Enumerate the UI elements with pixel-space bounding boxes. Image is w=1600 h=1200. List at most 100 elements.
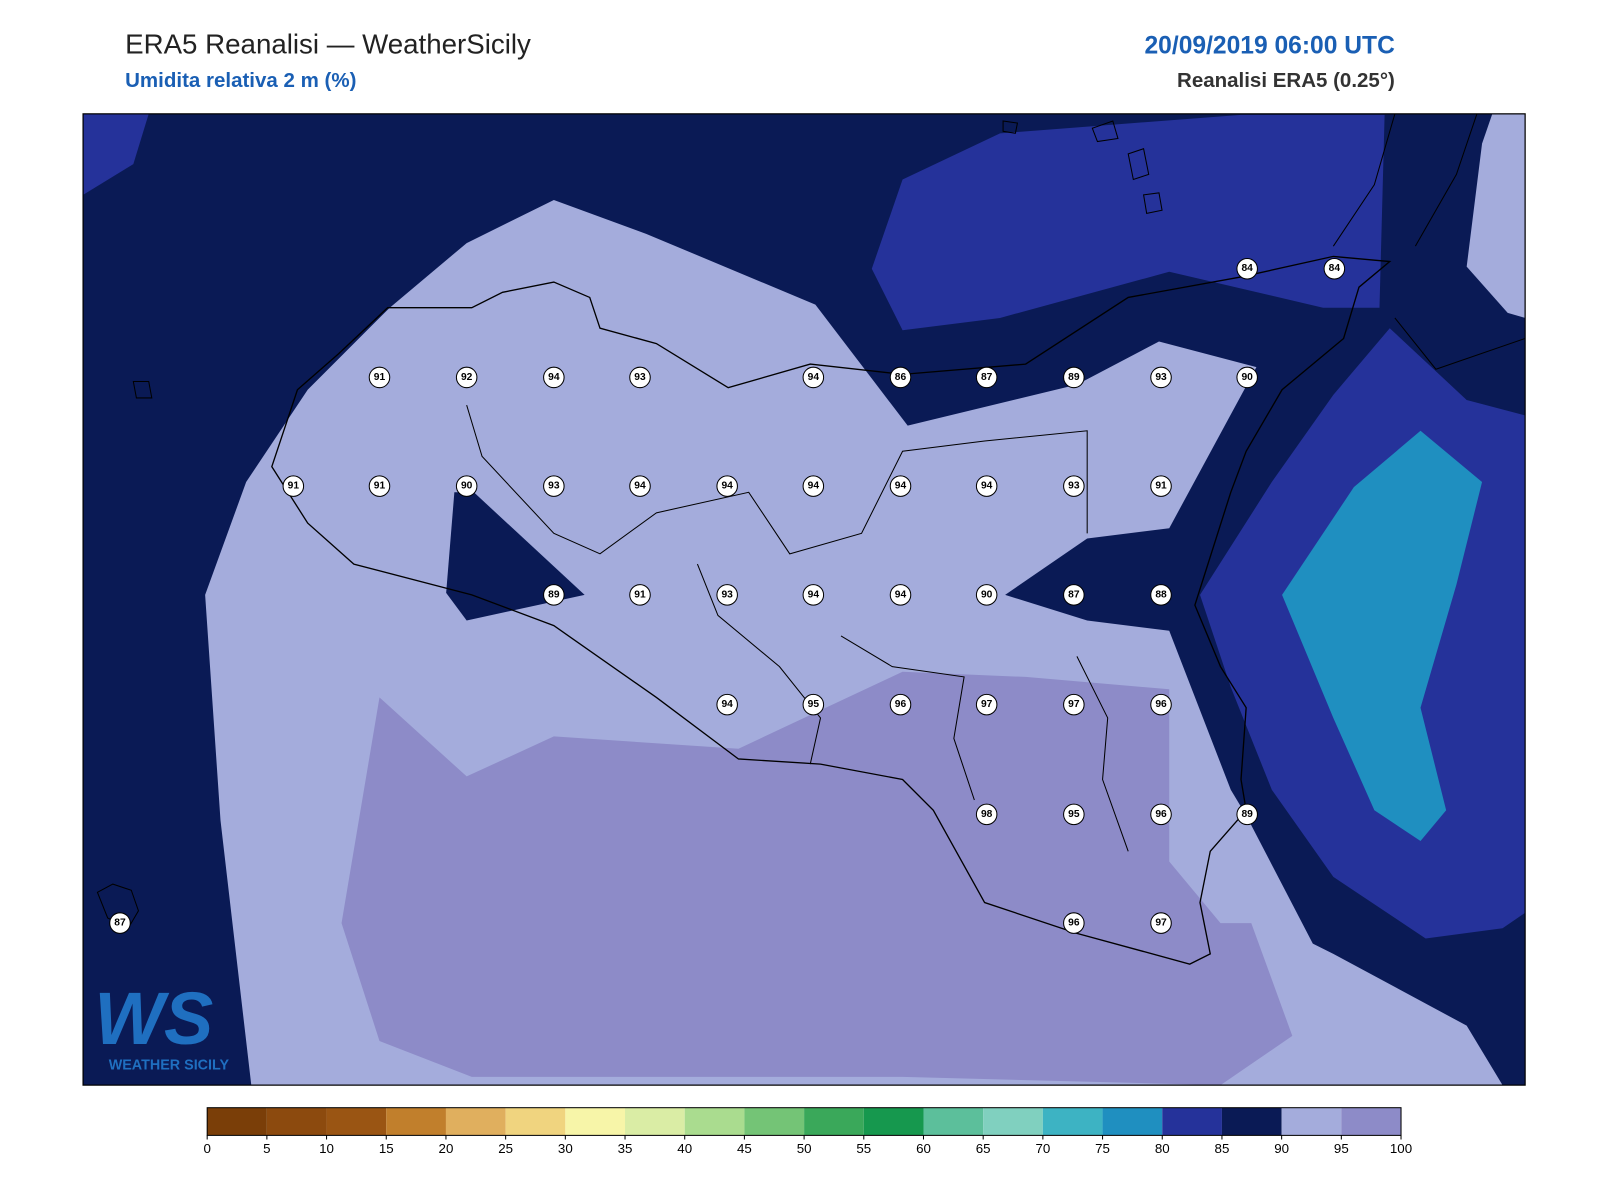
map-frame (82, 113, 1526, 1086)
station-marker (543, 475, 565, 497)
colorbar-segment (625, 1107, 685, 1136)
station-value: 90 (461, 481, 473, 492)
station-marker (629, 366, 651, 389)
colorbar-tick-label: 100 (1390, 1141, 1412, 1156)
colorbar-tick-label: 15 (379, 1141, 394, 1156)
colorbar-tick-label: 95 (1334, 1141, 1349, 1156)
station-value: 94 (721, 699, 733, 710)
station-marker (1150, 584, 1172, 606)
coastline (271, 255, 1392, 965)
field-90-95 (1466, 113, 1526, 318)
station-marker (975, 803, 998, 826)
station-value: 91 (374, 481, 386, 492)
datetime: 20/09/2019 06:00 UTC (1144, 32, 1395, 59)
station-marker (1063, 912, 1085, 934)
colorbar-tick-label: 50 (797, 1141, 812, 1156)
colorbar-segment (1042, 1107, 1103, 1136)
station-marker (1063, 475, 1085, 497)
station-marker (1063, 584, 1085, 606)
station-marker (543, 366, 565, 389)
station-marker (1236, 257, 1258, 280)
station-marker (1150, 803, 1172, 826)
colorbar-segment (863, 1107, 924, 1136)
station-value: 96 (1155, 809, 1167, 820)
station-value: 93 (1155, 372, 1167, 383)
islands (96, 120, 1163, 929)
station-marker (1150, 912, 1172, 934)
station-value: 91 (634, 589, 646, 600)
station-marker (109, 912, 131, 934)
colorbar-segment (1162, 1107, 1222, 1136)
station-marker (802, 584, 825, 606)
colorbar-tick-label: 85 (1215, 1141, 1230, 1156)
station-value: 96 (895, 699, 907, 710)
station-value: 89 (548, 589, 560, 600)
station-marker (455, 475, 478, 497)
stations: 84 84 91 92 94 93 94 86 87 89 93 90 91 91 90 93 94 94 94 94… (109, 257, 1346, 934)
station-value: 94 (981, 481, 993, 492)
colorbar: 0 5 10 15 20 25 30 35 40 45 50 55 60 65 70 75 80 85 90 95 10… (203, 1107, 1412, 1156)
colorbar-segment (1341, 1107, 1402, 1136)
station-marker (975, 584, 998, 606)
station-marker (1236, 803, 1258, 826)
field-75-80 (1282, 430, 1483, 842)
colorbar-segment (1102, 1107, 1163, 1136)
colorbar-tick-label: 35 (618, 1141, 633, 1156)
station-value: 94 (808, 372, 820, 383)
field-80-85 (871, 114, 1385, 331)
station-marker (802, 475, 825, 497)
colorbar-tick-label: 25 (498, 1141, 513, 1156)
station-marker (455, 366, 478, 389)
station-marker (716, 475, 738, 497)
station-marker (1063, 693, 1085, 716)
station-marker (1150, 475, 1172, 497)
station-value: 94 (895, 481, 907, 492)
station-value: 94 (634, 481, 646, 492)
station-value: 91 (374, 372, 386, 383)
station-marker (716, 693, 738, 716)
colorbar-segment (804, 1107, 864, 1136)
station-value: 98 (981, 809, 993, 820)
field-95-100 (341, 671, 1293, 1086)
station-value: 91 (1155, 481, 1167, 492)
station-value: 97 (1068, 699, 1080, 710)
colorbar-segment (505, 1107, 566, 1136)
station-value: 87 (981, 372, 993, 383)
station-marker (889, 584, 912, 606)
station-marker (716, 584, 738, 606)
colorbar-segment (386, 1107, 446, 1136)
coastline (1332, 113, 1526, 370)
station-marker (282, 475, 305, 497)
station-value: 96 (1068, 918, 1080, 929)
logo-mark: WS (94, 977, 213, 1060)
station-value: 89 (1241, 809, 1253, 820)
station-value: 87 (114, 918, 126, 929)
station-marker (1063, 803, 1085, 826)
colorbar-tick-label: 80 (1155, 1141, 1170, 1156)
station-value: 84 (1329, 263, 1341, 274)
province-borders (466, 404, 1129, 852)
station-marker (629, 584, 651, 606)
station-marker (802, 366, 825, 389)
logo-text: WEATHER SICILY (109, 1058, 230, 1074)
station-value: 92 (461, 372, 473, 383)
colorbar-tick-label: 75 (1095, 1141, 1110, 1156)
colorbar-tick-label: 60 (916, 1141, 931, 1156)
colorbar-tick-label: 70 (1035, 1141, 1050, 1156)
station-marker (802, 693, 825, 716)
station-value: 95 (1068, 809, 1080, 820)
station-marker (543, 584, 565, 606)
station-marker (629, 475, 651, 497)
colorbar-segment (684, 1107, 745, 1136)
colorbar-segment (266, 1107, 327, 1136)
colorbar-segment (207, 1107, 267, 1136)
map: 84 84 91 92 94 93 94 86 87 89 93 90 91 91 90 93 94 94 94 94… (83, 113, 1526, 1086)
colorbar-tick-label: 30 (558, 1141, 573, 1156)
station-value: 95 (808, 699, 820, 710)
colorbar-tick-label: 20 (439, 1141, 454, 1156)
station-marker (368, 475, 391, 497)
station-value: 94 (548, 372, 560, 383)
colorbar-tick-label: 65 (976, 1141, 991, 1156)
station-value: 97 (1155, 918, 1167, 929)
colorbar-segment (744, 1107, 805, 1136)
